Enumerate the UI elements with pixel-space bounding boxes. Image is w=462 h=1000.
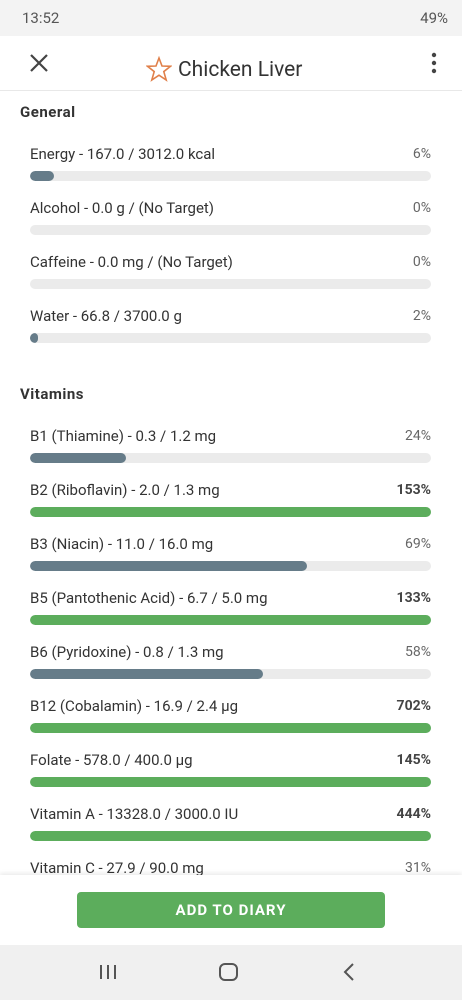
progress-track	[30, 831, 431, 841]
progress-track	[30, 225, 431, 235]
nutrient-label: Alcohol - 0.0 g / (No Target)	[30, 199, 215, 217]
percent-label: 24%	[405, 428, 431, 444]
nutrient-label: B3 (Niacin) - 11.0 / 16.0 mg	[30, 535, 214, 553]
percent-label: 2%	[412, 308, 431, 324]
nav-bar	[0, 945, 462, 1000]
nutrient-label: Folate - 578.0 / 400.0 µg	[30, 751, 193, 769]
progress-fill	[30, 777, 431, 787]
progress-fill	[30, 561, 307, 571]
percent-label: 145%	[396, 752, 431, 768]
progress-fill	[30, 507, 431, 517]
progress-fill	[30, 453, 127, 463]
nutrient-label: B1 (Thiamine) - 0.3 / 1.2 mg	[30, 427, 217, 445]
section-title: Vitamins	[20, 385, 84, 403]
close-button[interactable]	[28, 52, 50, 74]
nutrient-label: Caffeine - 0.0 mg / (No Target)	[30, 253, 233, 271]
percent-label: 153%	[396, 482, 431, 498]
progress-track	[30, 723, 431, 733]
nutrient-label: Vitamin C - 27.9 / 90.0 mg	[30, 859, 204, 875]
section-title: General	[20, 103, 76, 121]
nutrient-label: Energy - 167.0 / 3012.0 kcal	[30, 145, 216, 163]
percent-label: 0%	[412, 200, 431, 216]
battery: 49%	[420, 9, 448, 27]
progress-track	[30, 615, 431, 625]
nutrient-label: B12 (Cobalamin) - 16.9 / 2.4 µg	[30, 697, 239, 715]
progress-fill	[30, 669, 263, 679]
nutrient-label: B2 (Riboflavin) - 2.0 / 1.3 mg	[30, 481, 220, 499]
progress-track	[30, 333, 431, 343]
home[interactable]	[218, 962, 240, 982]
progress-fill	[30, 333, 39, 343]
progress-track	[30, 279, 431, 289]
progress-track	[30, 669, 431, 679]
percent-label: 69%	[405, 536, 431, 552]
percent-label: 444%	[396, 806, 431, 822]
progress-fill	[30, 615, 431, 625]
percent-label: 133%	[396, 590, 431, 606]
add-button[interactable]: ADD TO DIARY	[77, 892, 385, 928]
status-bar: 13:52 49%	[0, 0, 462, 36]
recent-apps[interactable]	[98, 962, 118, 982]
percent-label: 702%	[396, 698, 431, 714]
percent-label: 31%	[405, 860, 431, 875]
progress-track	[30, 171, 431, 181]
percent-label: 58%	[405, 644, 431, 660]
progress-fill	[30, 831, 431, 841]
header: Chicken Liver	[0, 36, 462, 91]
back[interactable]	[340, 962, 360, 982]
percent-label: 0%	[412, 254, 431, 270]
progress-fill	[30, 723, 431, 733]
bottom-panel: ADD TO DIARY	[0, 875, 462, 945]
nutrient-label: Vitamin A - 13328.0 / 3000.0 IU	[30, 805, 239, 823]
progress-track	[30, 507, 431, 517]
progress-track	[30, 777, 431, 787]
nutrient-label: Water - 66.8 / 3700.0 g	[30, 307, 182, 325]
menu-button[interactable]	[429, 52, 439, 74]
nutrient-list: General Energy - 167.0 / 3012.0 kcal 6% Alc…	[0, 91, 462, 875]
title: Chicken Liver	[178, 58, 303, 82]
progress-track	[30, 453, 431, 463]
time: 13:52	[22, 9, 60, 27]
favorite-star[interactable]	[146, 56, 172, 82]
percent-label: 6%	[412, 146, 431, 162]
progress-fill	[30, 171, 55, 181]
progress-track	[30, 561, 431, 571]
nutrient-label: B6 (Pyridoxine) - 0.8 / 1.3 mg	[30, 643, 224, 661]
nutrient-label: B5 (Pantothenic Acid) - 6.7 / 5.0 mg	[30, 589, 268, 607]
